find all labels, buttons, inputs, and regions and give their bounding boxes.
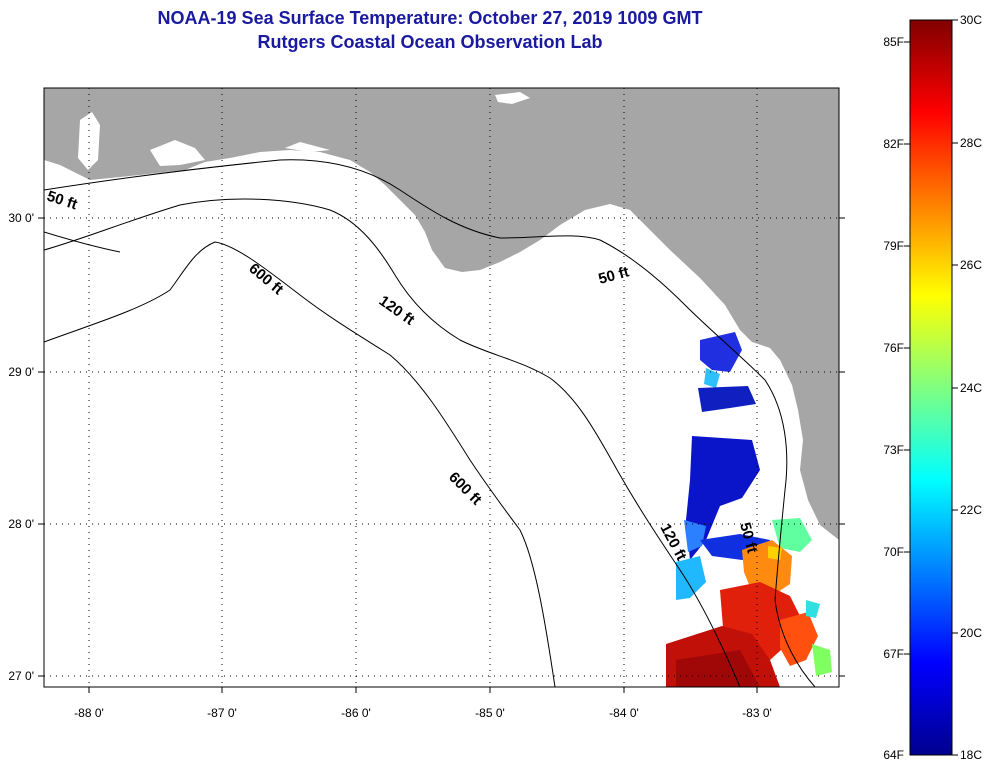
colorbar-c-label: 28C [960, 136, 982, 150]
isobath-120ft [44, 198, 741, 687]
colorbar-f-label: 85F [883, 35, 904, 49]
graticule [44, 88, 839, 687]
colorbar-c-label: 20C [960, 626, 982, 640]
map-frame [43, 87, 840, 688]
isobath-600ft [44, 241, 556, 687]
colorbar-c-label: 24C [960, 381, 982, 395]
bay-water [150, 140, 205, 166]
lon-tick-label: -87 0' [207, 706, 237, 720]
colorbar-f-label: 82F [883, 137, 904, 151]
lon-tick-label: -83 0' [742, 706, 772, 720]
colorbar-c-label: 18C [960, 748, 982, 762]
colorbar-f-label: 67F [883, 647, 904, 661]
lat-tick-label: 28 0' [8, 517, 34, 531]
chart-title: NOAA-19 Sea Surface Temperature: October… [157, 8, 703, 28]
colorbar-c-label: 22C [960, 503, 982, 517]
colorbar-f-label: 64F [883, 748, 904, 762]
colorbar-ticks [904, 19, 958, 756]
lon-tick-label: -85 0' [475, 706, 505, 720]
land-area [44, 88, 839, 540]
colorbar [909, 19, 953, 756]
colorbar-c-label: 30C [960, 13, 982, 27]
chart-subtitle: Rutgers Coastal Ocean Observation Lab [257, 32, 603, 52]
lon-tick-label: -84 0' [609, 706, 639, 720]
lat-tick-label: 30 0' [8, 211, 34, 225]
lon-tick-label: -88 0' [74, 706, 104, 720]
colorbar-f-label: 76F [883, 341, 904, 355]
colorbar-f-label: 79F [883, 239, 904, 253]
colorbar-f-label: 70F [883, 545, 904, 559]
bay-water [285, 142, 330, 152]
map-ticks [38, 217, 845, 693]
lat-tick-label: 27 0' [8, 669, 34, 683]
colorbar-f-label: 73F [883, 443, 904, 457]
isobath-50ft [44, 159, 816, 687]
lat-tick-label: 29 0' [8, 365, 34, 379]
sst-data-layer [666, 332, 832, 687]
isobath-contours [44, 159, 816, 687]
isobath-600ft [44, 231, 121, 253]
colorbar-c-label: 26C [960, 258, 982, 272]
bay-water [495, 92, 530, 104]
lon-tick-label: -86 0' [341, 706, 371, 720]
bay-water [78, 112, 100, 170]
